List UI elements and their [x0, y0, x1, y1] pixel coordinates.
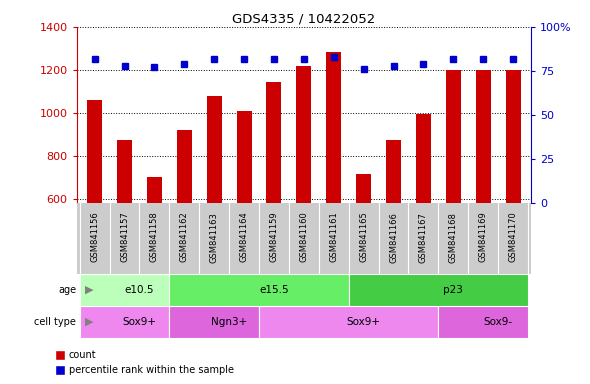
Text: GSM841170: GSM841170 — [509, 212, 517, 263]
Text: e10.5: e10.5 — [124, 285, 154, 295]
Text: ▶: ▶ — [84, 285, 93, 295]
Bar — [259, 306, 438, 338]
Text: GSM841157: GSM841157 — [120, 212, 129, 263]
Text: GSM841161: GSM841161 — [329, 212, 338, 263]
Text: GSM841164: GSM841164 — [240, 212, 248, 263]
Text: p23: p23 — [443, 285, 463, 295]
Text: GSM841162: GSM841162 — [180, 212, 189, 263]
Bar — [206, 96, 222, 328]
Legend: count, percentile rank within the sample: count, percentile rank within the sample — [52, 346, 238, 379]
Text: GSM841168: GSM841168 — [449, 212, 458, 263]
Text: GSM841165: GSM841165 — [359, 212, 368, 263]
Bar — [386, 140, 401, 328]
Text: Ngn3+: Ngn3+ — [211, 317, 247, 327]
Title: GDS4335 / 10422052: GDS4335 / 10422052 — [232, 13, 375, 26]
Text: cell type: cell type — [34, 317, 76, 327]
Text: GSM841163: GSM841163 — [209, 212, 219, 263]
Text: GSM841169: GSM841169 — [478, 212, 488, 263]
Text: GSM841156: GSM841156 — [90, 212, 99, 263]
Bar — [80, 306, 169, 338]
Bar — [326, 51, 341, 328]
Bar — [169, 306, 259, 338]
Bar — [237, 111, 251, 328]
Text: age: age — [58, 285, 76, 295]
Text: Sox9-: Sox9- — [484, 317, 513, 327]
Bar — [296, 66, 312, 328]
Text: GSM841166: GSM841166 — [389, 212, 398, 263]
Bar — [117, 140, 132, 328]
Bar — [177, 130, 192, 328]
Text: Sox9+: Sox9+ — [347, 317, 381, 327]
Bar — [147, 177, 162, 328]
Bar — [416, 114, 431, 328]
Text: GSM841160: GSM841160 — [299, 212, 309, 263]
Bar — [349, 274, 528, 306]
Bar — [87, 100, 102, 328]
Bar — [356, 174, 371, 328]
Text: GSM841159: GSM841159 — [270, 212, 278, 262]
Bar — [80, 274, 169, 306]
Text: ▶: ▶ — [84, 317, 93, 327]
Bar — [438, 306, 528, 338]
Bar — [506, 70, 520, 328]
Bar — [476, 70, 491, 328]
Bar — [267, 82, 281, 328]
Text: GSM841158: GSM841158 — [150, 212, 159, 263]
Text: Sox9+: Sox9+ — [123, 317, 156, 327]
Bar — [446, 70, 461, 328]
Text: e15.5: e15.5 — [259, 285, 289, 295]
Text: GSM841167: GSM841167 — [419, 212, 428, 263]
Bar — [169, 274, 349, 306]
